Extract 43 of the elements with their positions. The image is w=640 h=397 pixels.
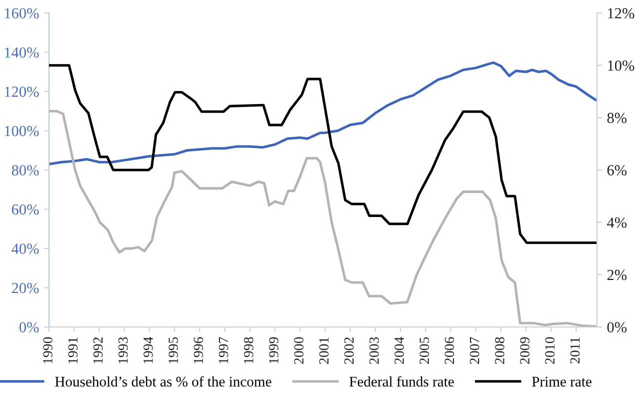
x-tick-label: 1993 xyxy=(118,337,128,364)
x-tick-label: 1996 xyxy=(194,337,204,364)
x-tick-label: 2011 xyxy=(570,338,580,364)
x-tick-label: 2001 xyxy=(319,338,329,364)
x-tick-label: 2009 xyxy=(520,337,530,364)
x-tick-label: 2000 xyxy=(294,337,304,364)
x-tick-label: 1991 xyxy=(68,338,78,364)
y-tick-label: 40% xyxy=(12,244,39,254)
x-tick-label: 1995 xyxy=(168,337,178,364)
y2-tick-label: 6% xyxy=(607,165,627,176)
y2-tick-label: 10% xyxy=(608,60,634,71)
y-tick-label: 140% xyxy=(4,47,39,58)
x-tick-label: 2003 xyxy=(369,337,379,364)
y2-tick-label: 0% xyxy=(607,322,627,332)
x-tick-label: 1994 xyxy=(144,336,153,364)
x-tick-label: 1998 xyxy=(244,337,254,364)
y-tick-label: 120% xyxy=(4,86,39,97)
x-tick-label: 1992 xyxy=(93,337,103,364)
y-tick-label: 0% xyxy=(19,322,39,332)
line-series xyxy=(49,64,597,244)
x-tick-label: 2007 xyxy=(470,337,480,364)
y-tick-label: 80% xyxy=(12,165,39,176)
legend-label: Prime rate xyxy=(532,376,592,387)
legend-label: Federal funds rate xyxy=(349,376,454,387)
x-tick-label: 1997 xyxy=(218,337,228,364)
legend-label: Household’s debt as % of the income xyxy=(55,376,272,387)
x-tick-label: 2008 xyxy=(494,337,504,364)
x-tick-label: 1990 xyxy=(43,337,52,364)
line-series xyxy=(49,61,597,166)
y2-tick-label: 2% xyxy=(607,270,627,280)
x-tick-label: 2005 xyxy=(420,337,430,364)
x-tick-label: 1999 xyxy=(269,337,278,364)
y-tick-label: 100% xyxy=(4,126,39,136)
x-tick-label: 2004 xyxy=(394,336,404,364)
y-tick-label: 20% xyxy=(12,282,39,294)
y2-tick-label: 12% xyxy=(608,8,634,18)
x-tick-label: 2002 xyxy=(344,337,354,364)
y-tick-label: 160% xyxy=(4,8,39,18)
y-tick-label: 60% xyxy=(12,204,39,215)
x-tick-label: 2010 xyxy=(545,337,555,364)
y2-tick-label: 4% xyxy=(607,217,627,228)
x-tick-label: 2006 xyxy=(444,337,454,364)
y2-tick-label: 8% xyxy=(607,112,627,124)
